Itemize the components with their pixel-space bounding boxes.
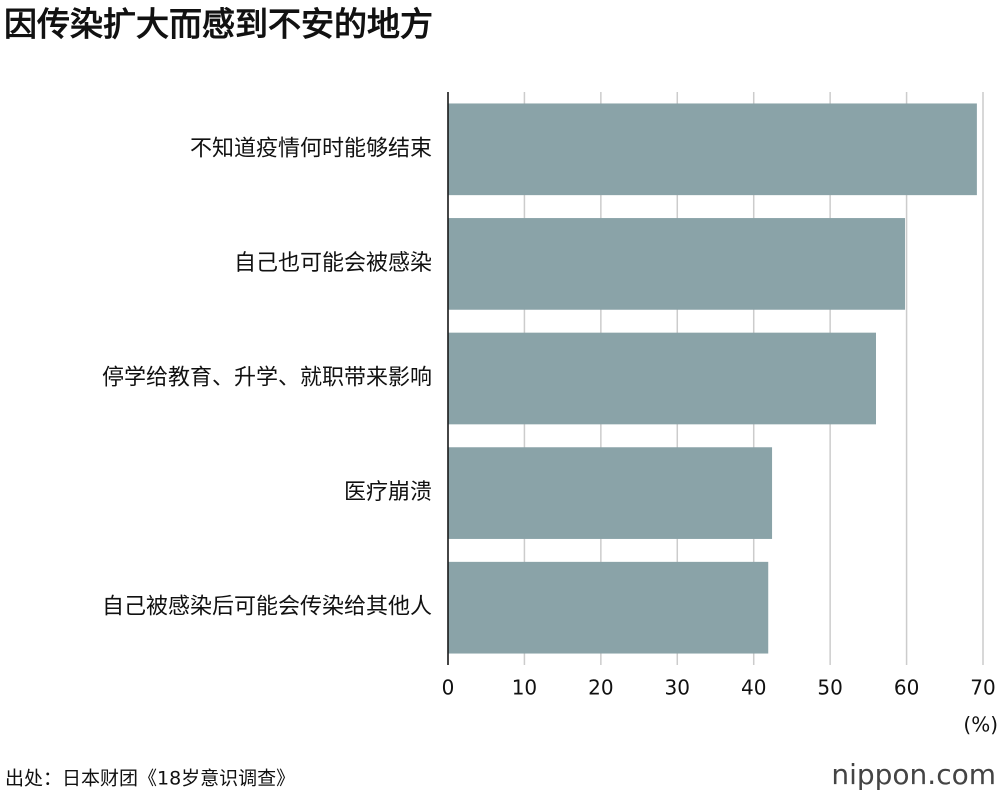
x-tick-label: 10: [512, 676, 537, 700]
bar: [448, 332, 876, 425]
y-tick-label: 停学给教育、升学、就职带来影响: [102, 366, 432, 391]
source: 出处：日本财团《18岁意识调查》: [5, 768, 295, 790]
bar: [448, 218, 906, 310]
x-tick-label: 20: [588, 676, 613, 700]
chart-title: 因传染扩大而感到不安的地方: [4, 5, 433, 44]
x-unit: (%): [963, 713, 998, 737]
bar: [448, 561, 769, 654]
logo: nippon.com: [831, 758, 996, 791]
bar: [448, 103, 977, 196]
y-tick-label: 医疗崩溃: [344, 480, 432, 505]
x-tick-label: 30: [665, 676, 690, 700]
x-tick-label: 50: [817, 676, 842, 700]
bar: [448, 447, 773, 539]
x-tick-label: 70: [970, 676, 995, 700]
x-tick-label: 40: [741, 676, 766, 700]
x-tick-label: 60: [894, 676, 919, 700]
x-tick-label: 0: [442, 676, 455, 700]
y-tick-label: 自己被感染后可能会传染给其他人: [102, 595, 432, 620]
y-tick-label: 不知道疫情何时能够结束: [190, 136, 432, 161]
y-tick-label: 自己也可能会被感染: [234, 251, 432, 276]
